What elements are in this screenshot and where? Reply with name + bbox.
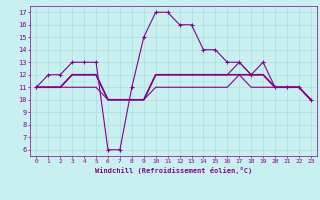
X-axis label: Windchill (Refroidissement éolien,°C): Windchill (Refroidissement éolien,°C): [95, 167, 252, 174]
